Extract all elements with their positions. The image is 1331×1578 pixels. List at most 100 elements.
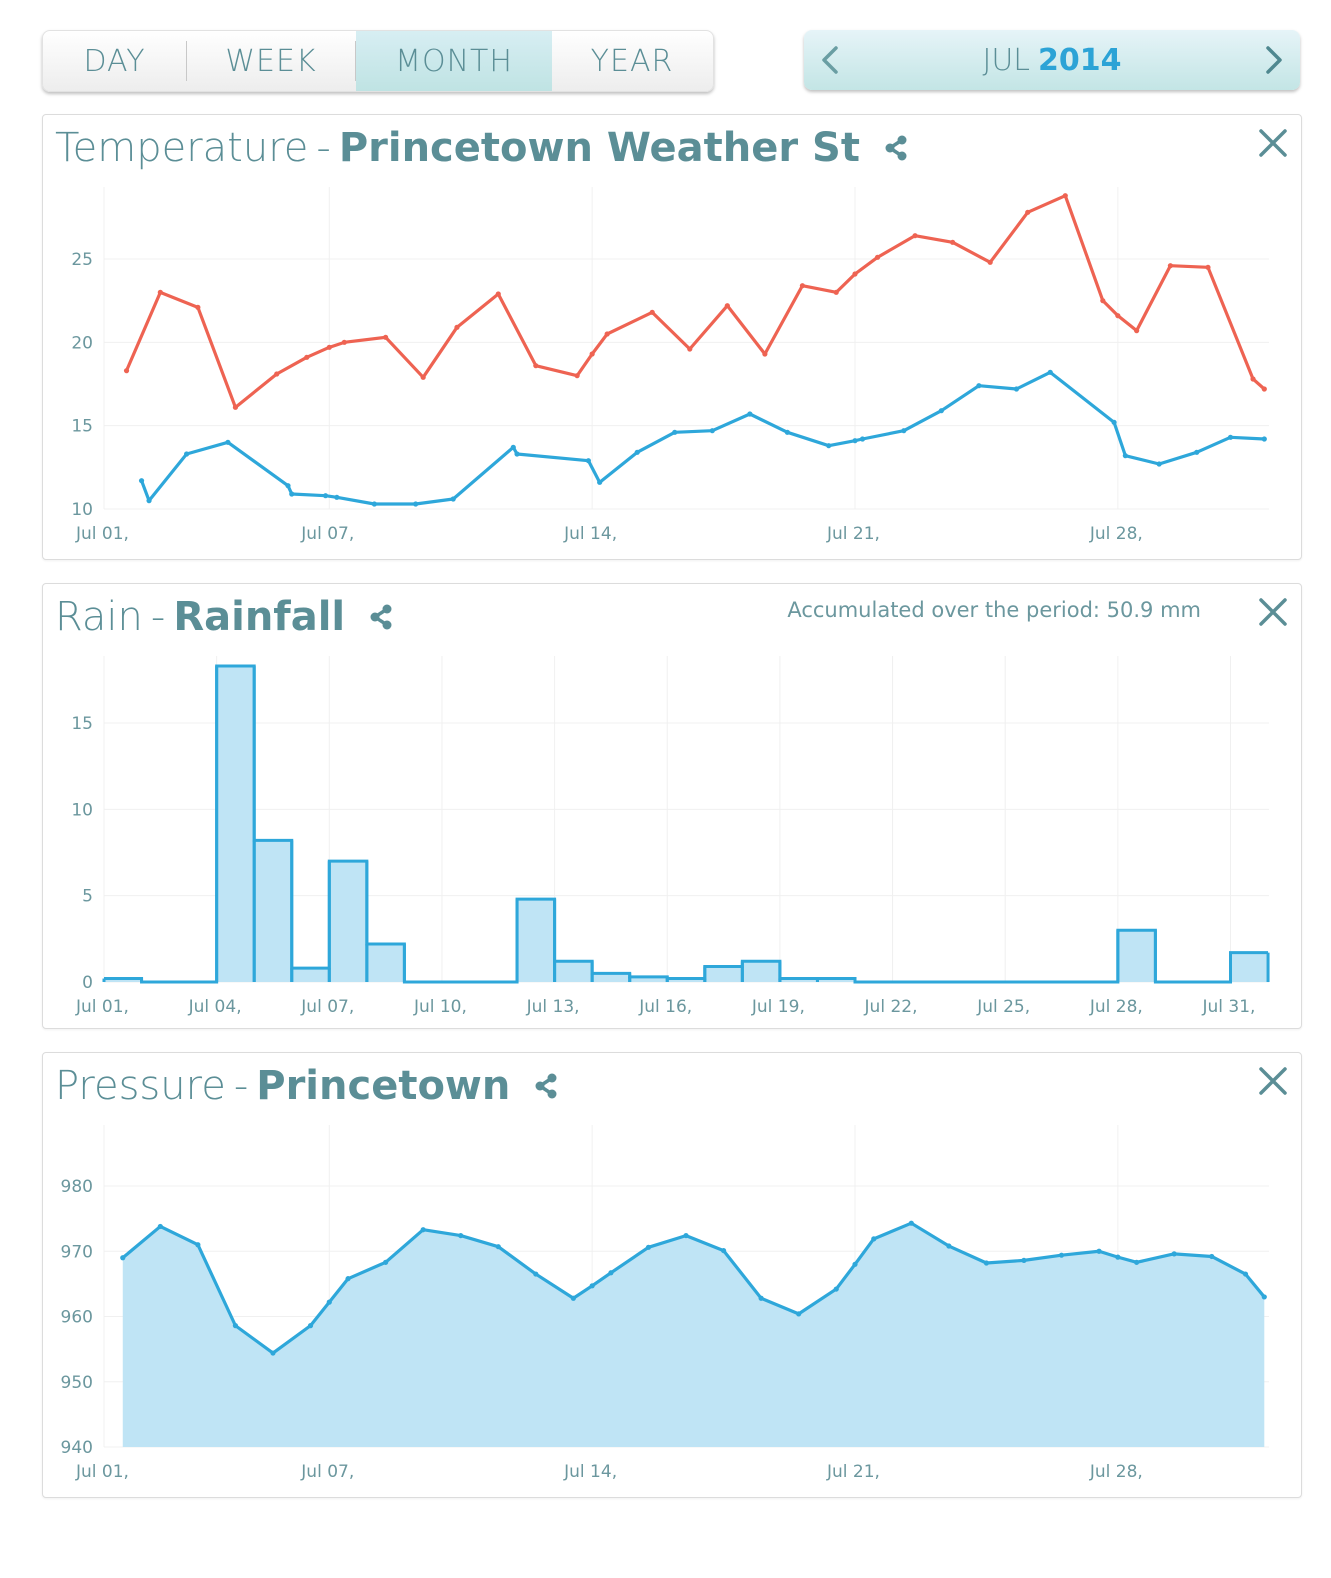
rain-bar <box>366 944 405 982</box>
title-measure: Temperature <box>55 125 309 171</box>
pressure-point <box>946 1243 952 1249</box>
min-temperature-point <box>510 444 516 450</box>
rain-bar <box>1117 930 1156 982</box>
chevron-left-icon[interactable] <box>812 40 852 80</box>
min-temperature-point <box>826 443 832 449</box>
min-temperature-point <box>901 428 907 434</box>
rain-bar <box>629 976 668 982</box>
period-selector: DAY WEEK MONTH YEAR <box>42 30 714 92</box>
min-temperature-point <box>146 498 152 504</box>
title-station: Princetown <box>256 1063 511 1109</box>
pressure-point <box>608 1270 614 1276</box>
pressure-point <box>1209 1253 1215 1260</box>
pressure-point <box>533 1271 539 1277</box>
title-measure: Pressure <box>55 1063 226 1109</box>
period-day[interactable]: DAY <box>83 43 146 79</box>
x-tick-label: Jul 28, <box>1089 524 1143 544</box>
y-tick-label: 25 <box>71 250 93 270</box>
pressure-point <box>871 1236 877 1242</box>
rain-bar <box>592 973 630 982</box>
pressure-area <box>122 1223 1265 1447</box>
rain-bar <box>254 840 292 982</box>
min-temperature-point <box>225 439 231 445</box>
pressure-panel: Pressure - Princetown Jul 01, Jul 07, Jul … <box>42 1052 1302 1498</box>
period-year[interactable]: YEAR <box>590 43 674 79</box>
close-icon[interactable] <box>1255 125 1291 161</box>
max-temperature-point <box>833 289 839 295</box>
min-temperature-point <box>138 478 145 484</box>
max-temperature-point <box>1062 193 1068 199</box>
y-tick-label: 950 <box>61 1373 93 1393</box>
x-tick-label: Jul 01, <box>75 524 129 544</box>
min-temperature-point <box>852 438 858 444</box>
pressure-point <box>908 1220 914 1226</box>
chevron-right-icon[interactable] <box>1252 40 1292 80</box>
pressure-point <box>1261 1294 1267 1300</box>
month-label: JUL <box>982 42 1031 78</box>
y-tick-label: 15 <box>71 714 93 734</box>
title-station: Rainfall <box>173 594 346 640</box>
max-temperature-point <box>495 291 501 297</box>
max-temperature-point <box>950 239 956 245</box>
rain-bar <box>291 968 330 982</box>
x-tick-label: Jul 14, <box>563 524 617 544</box>
pressure-point <box>326 1299 332 1305</box>
max-temperature-point <box>232 404 239 410</box>
period-month[interactable]: MONTH <box>356 31 552 91</box>
x-tick-label: Jul 07, <box>300 997 354 1017</box>
max-temperature-point <box>874 254 881 260</box>
pressure-point <box>589 1283 595 1289</box>
max-temperature-point <box>724 303 730 309</box>
max-temperature-point <box>1100 298 1106 304</box>
x-tick-label: Jul 28, <box>1089 1462 1143 1482</box>
x-tick-label: Jul 25, <box>976 997 1030 1017</box>
pressure-point <box>1115 1254 1121 1260</box>
rain-bar <box>742 961 780 982</box>
close-icon[interactable] <box>1255 594 1291 630</box>
share-icon[interactable] <box>882 134 910 162</box>
pressure-point <box>1021 1257 1027 1263</box>
x-tick-label: Jul 07, <box>300 524 354 544</box>
max-temperature-point <box>1115 313 1121 319</box>
temperature-panel: Temperature - Princetown Weather St Jul … <box>42 114 1302 560</box>
min-temperature-point <box>1156 461 1162 467</box>
min-temperature-point <box>784 429 791 435</box>
max-temperature-point <box>454 324 460 330</box>
year-label: 2014 <box>1038 42 1122 78</box>
max-temperature-point <box>383 334 389 340</box>
min-temperature-point <box>322 493 329 499</box>
panel-title: Rain - Rainfall <box>55 594 395 640</box>
rain-bar <box>329 861 367 982</box>
share-icon[interactable] <box>367 603 395 631</box>
y-tick-label: 15 <box>71 417 93 437</box>
rain-bar <box>554 961 593 982</box>
max-temperature-point <box>1261 386 1267 392</box>
max-temperature-point <box>987 259 993 265</box>
max-temperature-point <box>274 371 280 377</box>
max-temperature-point <box>123 368 130 374</box>
pressure-point <box>758 1295 764 1301</box>
min-temperature-point <box>450 496 456 502</box>
pressure-point <box>270 1350 276 1356</box>
max-temperature-point <box>1250 376 1256 382</box>
min-temperature-line <box>140 370 1265 506</box>
max-temperature-point <box>157 289 163 295</box>
max-temperature-point <box>604 331 610 337</box>
title-measure: Rain <box>55 594 143 640</box>
rain-bar <box>517 899 555 982</box>
min-temperature-point <box>334 494 340 500</box>
period-week[interactable]: WEEK <box>225 43 317 79</box>
close-icon[interactable] <box>1255 1063 1291 1099</box>
pressure-point <box>195 1242 201 1248</box>
title-dash: - <box>150 594 166 640</box>
max-temperature-point <box>533 363 539 369</box>
min-temperature-point <box>184 451 190 457</box>
max-temperature-point <box>341 339 347 345</box>
pressure-point <box>120 1255 126 1261</box>
title-station: Princetown Weather St <box>338 125 860 171</box>
divider <box>355 41 356 81</box>
min-temperature-point <box>289 491 295 497</box>
share-icon[interactable] <box>532 1072 560 1100</box>
rain-panel: Rain - Rainfall Accumulated over the per… <box>42 583 1302 1029</box>
pressure-point <box>157 1223 163 1230</box>
